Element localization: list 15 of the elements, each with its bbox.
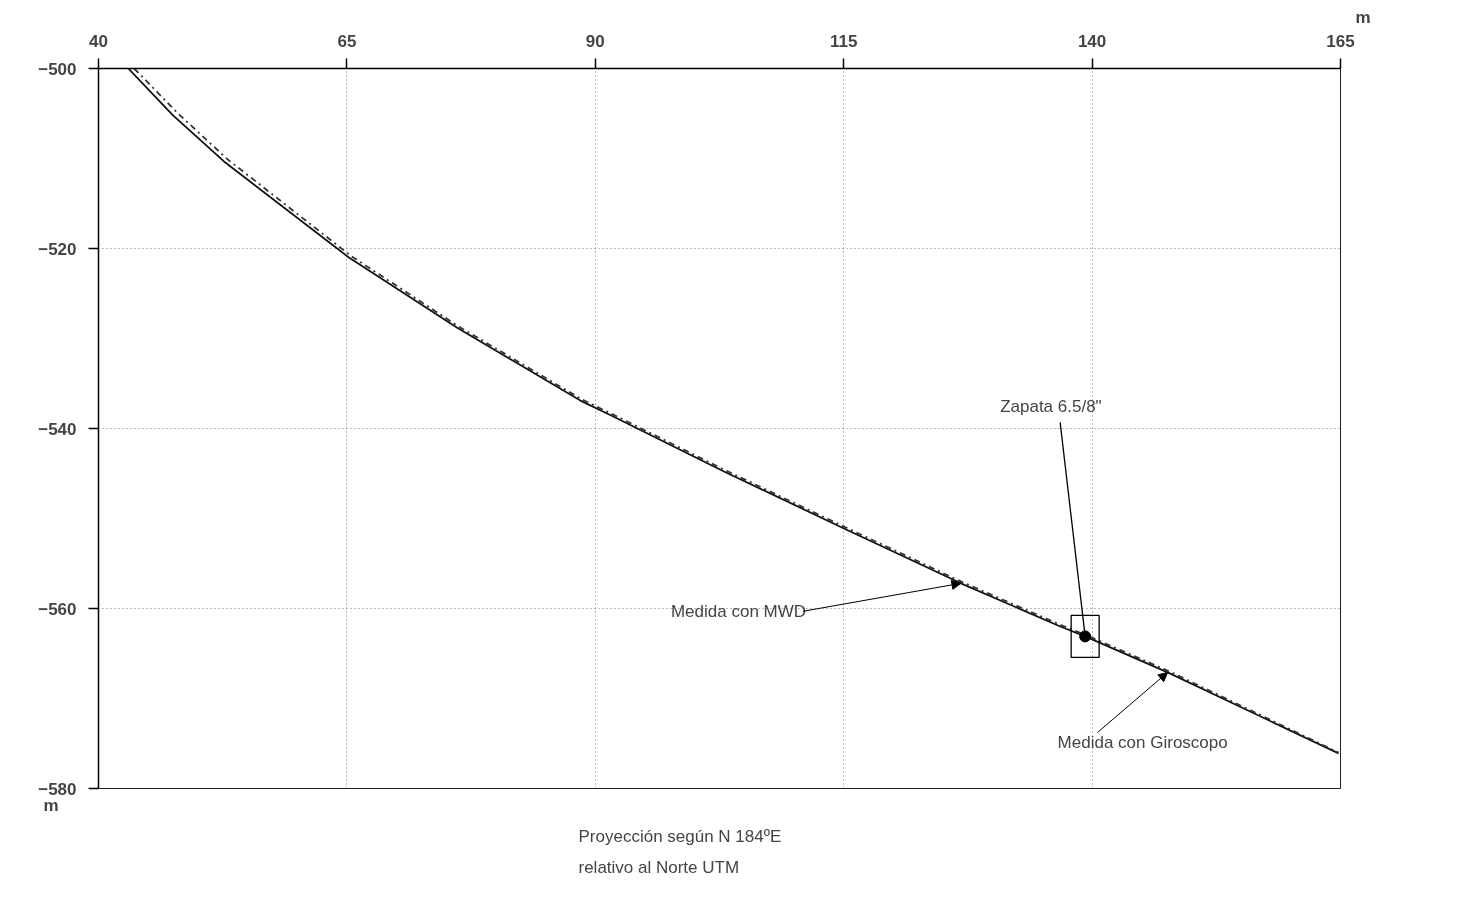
annotation: Medida con MWD bbox=[670, 601, 807, 621]
x-axis-title: m bbox=[1355, 7, 1371, 27]
y-tick-label: −560 bbox=[38, 599, 77, 619]
text: Proyección según N 184ºE relativo al Norte UTM bbox=[578, 826, 782, 877]
x-tick-label: 165 bbox=[1326, 31, 1355, 51]
y-tick-label: −500 bbox=[38, 59, 77, 79]
y-tick-label: −520 bbox=[38, 239, 77, 259]
annotation: Medida con Giroscopo bbox=[1057, 732, 1228, 752]
annotation: Zapata 6.5/8" bbox=[1000, 396, 1102, 416]
x-tick-label: 140 bbox=[1077, 31, 1107, 51]
y-tick-label: −540 bbox=[38, 419, 77, 439]
x-tick-label: 90 bbox=[585, 31, 605, 51]
x-tick-label: 115 bbox=[829, 31, 858, 51]
x-tick-label: 65 bbox=[337, 31, 357, 51]
x-tick-label: 40 bbox=[89, 31, 108, 51]
